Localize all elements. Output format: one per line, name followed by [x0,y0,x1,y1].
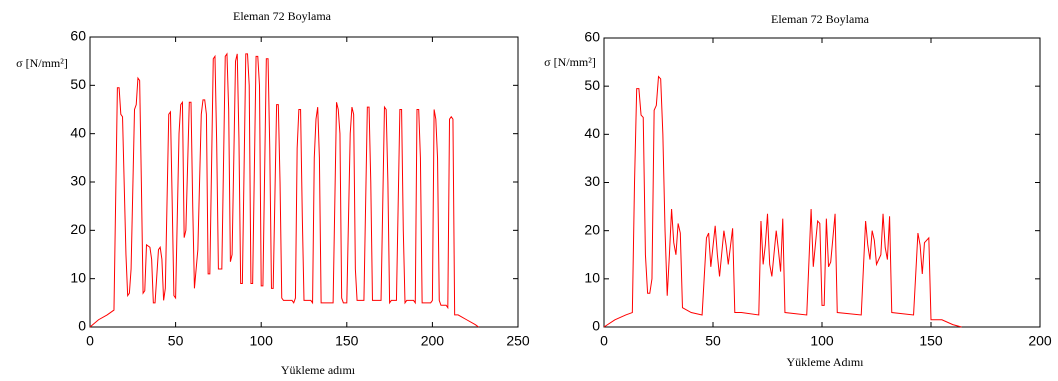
y-tick-label: 0 [592,318,600,334]
plot-frame [603,37,1041,328]
y-tick-label: 30 [70,173,86,189]
x-tick-label: 0 [86,333,94,349]
y-tick-label: 50 [584,77,600,93]
chart-title: Eleman 72 Boylama [233,9,332,23]
x-tick-label: 0 [600,333,608,349]
y-tick-label: 0 [78,318,86,334]
x-axis-label: Yükleme Adımı [787,355,865,369]
x-tick-label: 50 [705,333,721,349]
y-tick-label: 10 [70,269,86,285]
y-tick-label: 60 [584,29,600,45]
x-axis-label: Yükleme adımı [281,363,356,377]
y-tick-label: 40 [584,125,600,141]
x-tick-label: 100 [250,333,274,349]
x-tick-label: 200 [421,333,445,349]
y-axis-label: σ [N/mm²] [16,56,68,70]
x-tick-label: 250 [506,333,530,349]
x-tick-label: 150 [335,333,359,349]
chart-title: Eleman 72 Boylama [771,12,870,26]
x-tick-label: 150 [919,333,943,349]
y-axis-label: σ [N/mm²] [544,55,596,69]
y-tick-label: 20 [70,221,86,237]
y-tick-label: 40 [70,124,86,140]
y-tick-label: 60 [70,28,86,44]
y-tick-label: 50 [70,76,86,92]
x-tick-label: 200 [1028,333,1052,349]
y-tick-label: 10 [584,270,600,286]
x-tick-label: 50 [168,333,184,349]
data-line [89,52,479,328]
y-tick-label: 30 [584,173,600,189]
y-tick-label: 20 [584,221,600,237]
data-line [603,75,962,328]
x-tick-label: 100 [810,333,834,349]
